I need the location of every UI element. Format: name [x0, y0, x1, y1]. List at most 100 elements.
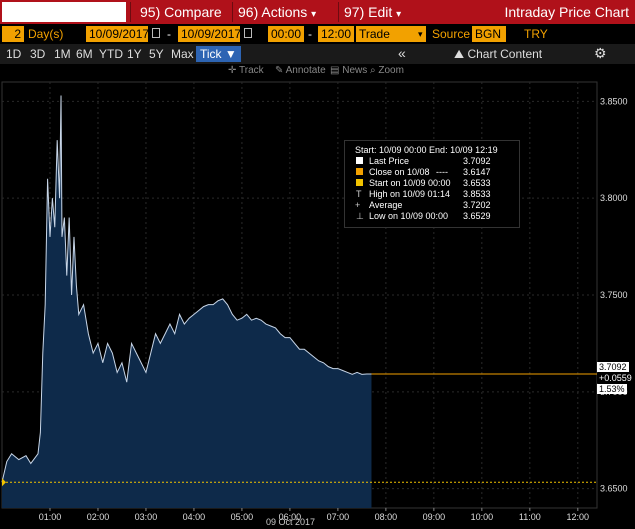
- pencil-icon: ✎: [275, 65, 284, 76]
- compare-button[interactable]: 95) Compare: [140, 4, 222, 20]
- price-line: [1, 95, 372, 483]
- collapse-icon[interactable]: «: [398, 45, 406, 61]
- period-1m[interactable]: 1M: [54, 47, 71, 61]
- chevron-down-icon: ▾: [396, 9, 402, 20]
- chevron-down-icon[interactable]: ▾: [418, 29, 423, 39]
- start-time-input[interactable]: 00:00: [268, 26, 304, 42]
- crosshair-icon: ✛: [228, 65, 237, 76]
- date-separator: -: [167, 27, 171, 41]
- chart-legend[interactable]: Start: 10/09 00:00 End: 10/09 12:19 Last…: [344, 140, 520, 228]
- ticker-input[interactable]: USDTRY BGN Curncy: [2, 2, 126, 40]
- legend-label: Low on 10/09 00:00: [369, 211, 449, 221]
- dashed-line-icon: ----: [436, 167, 448, 177]
- period-1y[interactable]: 1Y: [127, 47, 142, 61]
- period-6m[interactable]: 6M: [76, 47, 93, 61]
- legend-value: 3.6147: [463, 167, 491, 177]
- date-range-controls: 2 Day(s) 10/09/2017 - 10/09/2017 00:00 -…: [0, 24, 635, 44]
- top-menu-bar: USDTRY BGN Curncy 95) Compare 96) Action…: [0, 0, 635, 40]
- last-price-swatch: [356, 157, 363, 164]
- days-unit-label: Day(s): [28, 27, 64, 41]
- x-tick-label: 07:00: [327, 512, 350, 522]
- period-max[interactable]: Max: [171, 47, 194, 61]
- news-tool[interactable]: ▤ News: [330, 64, 367, 78]
- divider: [232, 2, 233, 22]
- close-swatch: [356, 168, 363, 175]
- legend-value: 3.6529: [463, 211, 491, 221]
- start-swatch: [356, 179, 363, 186]
- source-input[interactable]: BGN: [472, 26, 506, 42]
- percent-change-tag: 1.53%: [597, 384, 627, 394]
- x-tick-label: 03:00: [135, 512, 158, 522]
- legend-label: Average: [369, 200, 403, 210]
- tick-dropdown[interactable]: Tick ▼: [196, 46, 241, 62]
- x-tick-label: 01:00: [39, 512, 62, 522]
- end-time-input[interactable]: 12:00: [318, 26, 354, 42]
- source-label: Source: [432, 27, 471, 41]
- x-tick-label: 11:00: [519, 512, 541, 522]
- gear-icon[interactable]: ⚙: [594, 45, 607, 61]
- magnifier-icon: ⌕: [370, 65, 376, 76]
- x-axis: 01:00 02:00 03:00 04:00 05:00 06:00 07:00 08:00…: [39, 508, 589, 522]
- annotate-tool[interactable]: ✎ Annotate: [275, 64, 326, 78]
- edit-label: 97) Edit: [344, 4, 393, 20]
- x-tick-label: 09:00: [423, 512, 446, 522]
- last-price-tag: 3.7092: [597, 362, 629, 372]
- x-tick-label: 05:00: [231, 512, 254, 522]
- chart-tools: ✛ Track ✎ Annotate ▤ News ⌕ Zoom: [0, 64, 635, 78]
- actions-label: 96) Actions: [238, 4, 308, 20]
- period-5y[interactable]: 5Y: [149, 47, 164, 61]
- legend-value: 3.7202: [463, 200, 491, 210]
- high-icon: T: [356, 189, 362, 199]
- news-label: News: [342, 65, 368, 76]
- legend-value: 3.6533: [463, 178, 491, 188]
- legend-label: High on 10/09 01:14: [369, 189, 451, 199]
- chart-content-button[interactable]: ⛰ Chart Content: [454, 46, 542, 62]
- average-icon: +: [355, 200, 361, 210]
- x-tick-label: 08:00: [375, 512, 398, 522]
- legend-label: Close on 10/08: [369, 167, 430, 177]
- divider: [338, 2, 339, 22]
- y-tick-label: 3.8500: [600, 96, 628, 106]
- time-separator: -: [308, 27, 312, 41]
- x-tick-label: 12:00: [567, 512, 590, 522]
- chevron-down-icon: ▾: [311, 9, 317, 20]
- x-tick-label: 02:00: [87, 512, 110, 522]
- legend-value: 3.8533: [463, 189, 491, 199]
- legend-label: Start on 10/09 00:00: [369, 178, 451, 188]
- start-marker: [2, 478, 6, 487]
- period-toolbar: 1D 3D 1M 6M YTD 1Y 5Y Max Tick ▼ « ⛰ Cha…: [0, 44, 635, 64]
- x-tick-label: 04:00: [183, 512, 206, 522]
- calendar-icon[interactable]: [152, 28, 160, 38]
- x-tick-label: 06:00: [279, 512, 302, 522]
- price-area-fill: [2, 95, 372, 508]
- low-icon: ⊥: [356, 211, 364, 221]
- divider: [130, 2, 131, 22]
- track-tool[interactable]: ✛ Track: [228, 64, 264, 78]
- track-label: Track: [239, 65, 264, 76]
- legend-header: Start: 10/09 00:00 End: 10/09 12:19: [355, 145, 498, 155]
- event-type-select[interactable]: Trade: [356, 26, 426, 42]
- edit-menu-button[interactable]: 97) Edit ▾: [344, 2, 401, 22]
- legend-value: 3.7092: [463, 156, 491, 166]
- change-tag: +0.0559: [597, 373, 634, 383]
- period-3d[interactable]: 3D: [30, 47, 46, 61]
- y-tick-label: 3.7500: [600, 290, 628, 300]
- start-date-input[interactable]: 10/09/2017: [86, 26, 149, 42]
- news-icon: ▤: [330, 65, 340, 76]
- y-tick-label: 3.8000: [600, 193, 628, 203]
- actions-menu-button[interactable]: 96) Actions ▾: [238, 2, 316, 22]
- x-tick-label: 10:00: [471, 512, 494, 522]
- days-count-input[interactable]: 2: [2, 26, 24, 42]
- chart-content-label: Chart Content: [467, 47, 543, 61]
- page-title: Intraday Price Chart: [504, 4, 630, 20]
- reference-lines: [2, 373, 597, 487]
- end-date-input[interactable]: 10/09/2017: [178, 26, 241, 42]
- period-ytd[interactable]: YTD: [99, 47, 123, 61]
- period-1d[interactable]: 1D: [6, 47, 22, 61]
- currency-label: TRY: [524, 27, 548, 41]
- calendar-icon[interactable]: [244, 28, 252, 38]
- zoom-tool[interactable]: ⌕ Zoom: [370, 64, 404, 78]
- price-area: [1, 95, 372, 508]
